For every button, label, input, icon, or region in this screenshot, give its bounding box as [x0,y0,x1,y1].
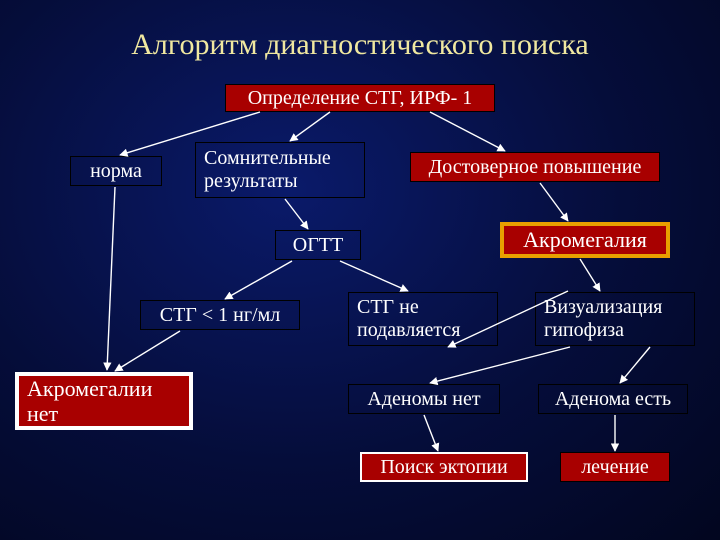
node-n4: Достоверное повышение [410,152,660,182]
diagram-title: Алгоритм диагностического поиска [0,28,720,62]
node-n7: СТГ < 1 нг/мл [140,300,300,330]
node-n10: Акромегалии нет [15,372,193,430]
node-n3: Сомнительные результаты [195,142,365,198]
node-n11: Аденомы нет [348,384,500,414]
node-n12: Аденома есть [538,384,688,414]
node-n13: Поиск эктопии [360,452,528,482]
node-n2: норма [70,156,162,186]
node-n8: СТГ не подавляется [348,292,498,346]
node-n9: Визуализация гипофиза [535,292,695,346]
node-n6: Акромегалия [500,222,670,258]
node-n1: Определение СТГ, ИРФ- 1 [225,84,495,112]
node-n5: ОГТТ [275,230,361,260]
node-n14: лечение [560,452,670,482]
